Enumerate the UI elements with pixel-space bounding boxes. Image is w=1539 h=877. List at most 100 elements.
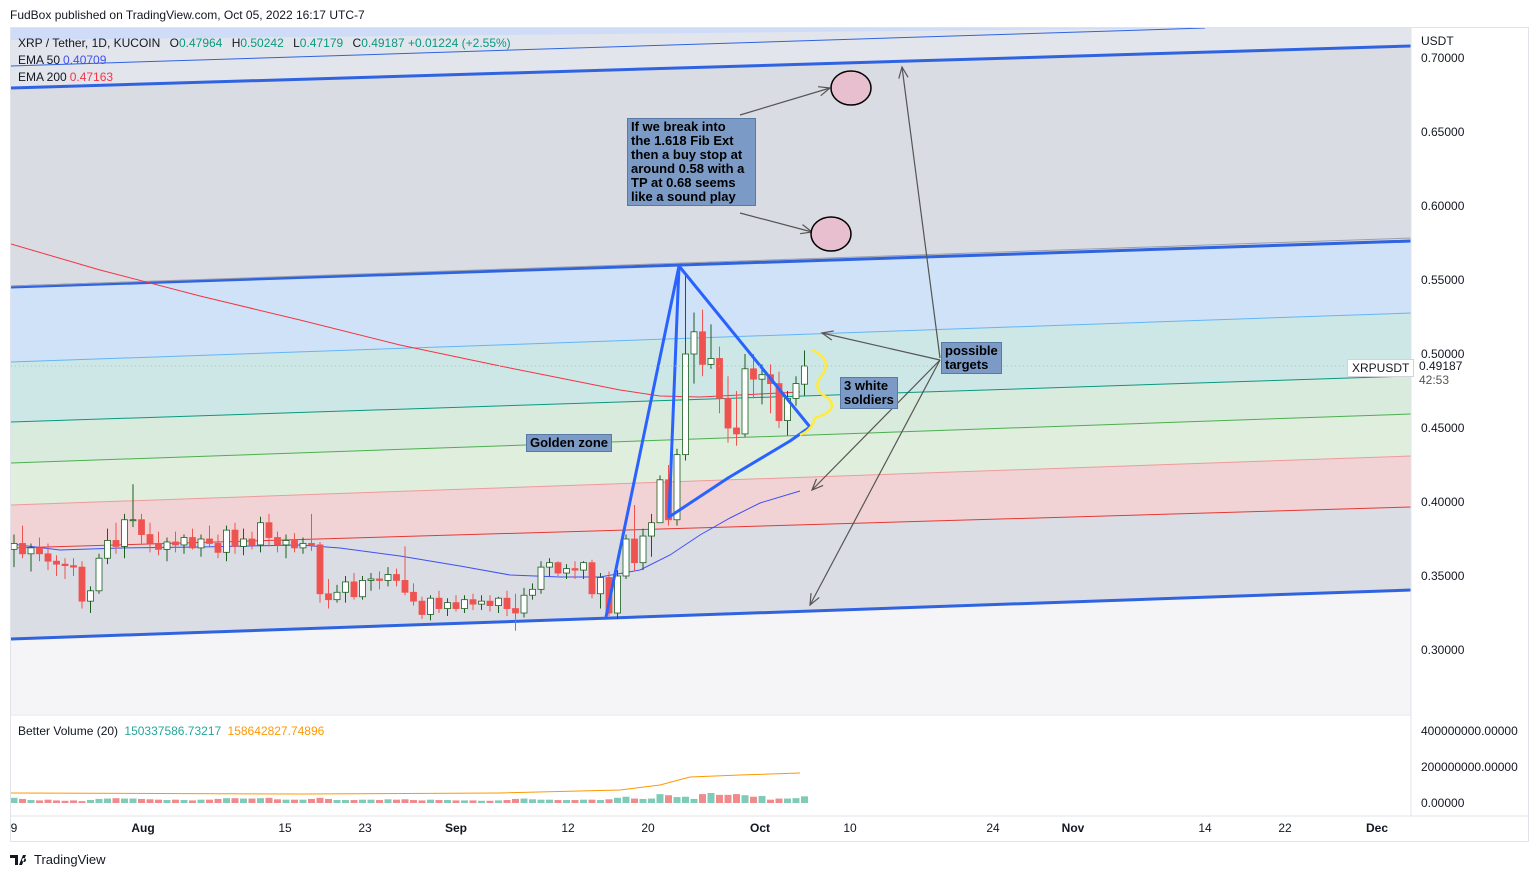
candle — [19, 525, 26, 559]
price-axis[interactable]: 0.70000 0.65000 0.60000 0.55000 0.50000 0.450… — [1421, 51, 1465, 657]
candle-body — [393, 574, 400, 581]
volume-bar — [546, 799, 553, 803]
candle-body — [452, 602, 460, 609]
candle-body — [78, 566, 86, 602]
possible-targets-note[interactable]: possible targets — [941, 342, 1002, 374]
candle-body — [529, 588, 536, 596]
close-key: C — [352, 36, 362, 50]
candle — [520, 587, 528, 618]
volume-bar — [529, 799, 536, 803]
volume-bar — [767, 799, 774, 803]
buy-stop-line-6: like a sound play — [631, 189, 736, 204]
candle-body — [733, 427, 740, 435]
candle-body — [87, 590, 94, 602]
candle — [639, 528, 647, 571]
candle-body — [308, 543, 315, 546]
candle — [716, 346, 723, 414]
candle — [316, 541, 324, 603]
volume-legend[interactable]: Better Volume (20) 150337586.73217 15864… — [18, 724, 324, 738]
candle-body — [563, 568, 570, 574]
ema50-legend[interactable]: EMA 50 0.40709 — [18, 53, 106, 67]
targets-line-1: possible — [945, 343, 998, 358]
volume-bar — [189, 800, 196, 803]
golden-zone-note[interactable]: Golden zone — [526, 434, 612, 452]
volume-bar — [367, 799, 375, 803]
fib-line-5 — [11, 455, 1411, 506]
candle-body — [741, 368, 749, 435]
volume-bar — [724, 794, 732, 803]
volume-bar — [308, 798, 315, 803]
volume-bar — [61, 800, 69, 803]
volume-bar — [11, 797, 18, 803]
candle-body — [163, 541, 171, 550]
candle — [223, 525, 230, 562]
white-soldiers-note[interactable]: 3 white soldiers — [840, 377, 898, 409]
candle — [95, 553, 103, 594]
volume-bar — [163, 800, 171, 803]
candle-body — [656, 479, 664, 524]
candle — [724, 376, 732, 443]
buy-stop-line-5: TP at 0.68 seems — [631, 175, 736, 190]
candle — [214, 534, 222, 559]
ema200-legend[interactable]: EMA 200 0.47163 — [18, 70, 113, 84]
arrow-to-target-high-shaft — [739, 87, 831, 116]
candle — [61, 558, 69, 579]
volume-tick-label: 400000000.00000 — [1421, 724, 1518, 738]
candle — [393, 568, 400, 587]
volume-bar — [665, 795, 672, 803]
candle-body — [461, 599, 468, 609]
volume-bar — [155, 799, 162, 803]
time-tick-label: Dec — [1366, 821, 1388, 835]
fib-thin-line — [11, 237, 1411, 287]
candle-body — [792, 383, 800, 399]
fib-band-4 — [11, 414, 1411, 505]
volume-bar — [503, 800, 511, 803]
volume-bar — [418, 800, 426, 803]
candle — [563, 564, 570, 579]
arrow-target-d-head — [809, 592, 820, 607]
candle — [359, 576, 366, 600]
time-tick-label: Aug — [131, 821, 154, 835]
candle — [180, 534, 188, 554]
volume-bar — [87, 800, 94, 803]
candle — [707, 324, 715, 369]
buy-stop-note[interactable]: If we break into the 1.618 Fib Ext then … — [627, 118, 756, 206]
volume-axis[interactable]: 400000000.00000 200000000.00000 0.00000 — [1421, 724, 1518, 810]
bar-countdown: 42:53 — [1419, 373, 1450, 387]
tradingview-logo[interactable]: TradingView — [10, 852, 106, 867]
candle — [682, 272, 689, 461]
volume-bar — [342, 800, 349, 803]
arrow-target-d-shaft — [809, 359, 941, 606]
targets-line-2: targets — [945, 357, 989, 372]
volume-bar — [554, 800, 562, 803]
volume-bar — [597, 800, 604, 803]
candle-body — [223, 529, 230, 553]
time-tick-label: 22 — [1278, 821, 1292, 835]
ema50-line — [11, 490, 801, 578]
volume-ma-line — [11, 772, 801, 795]
candle — [231, 522, 239, 554]
price-tick-label: 0.50000 — [1421, 347, 1465, 361]
candle-body — [520, 594, 528, 614]
candle — [401, 546, 409, 596]
candle — [452, 595, 460, 612]
candle-body — [716, 358, 723, 399]
symbol-legend[interactable]: XRP / Tether, 1D, KUCOIN O0.47964 H0.502… — [18, 36, 511, 50]
candles — [11, 272, 808, 631]
candle-body — [648, 522, 655, 537]
time-axis[interactable]: 9 Aug 15 23 Sep 12 20 Oct 10 24 Nov 14 22 Dec — [11, 821, 1389, 835]
time-tick-label: Oct — [750, 821, 770, 835]
candle — [537, 561, 545, 594]
volume-bar — [631, 798, 638, 803]
candle-body — [580, 562, 587, 571]
candle — [597, 573, 604, 609]
soldiers-line-2: soldiers — [844, 392, 894, 407]
publisher-line: FudBox published on TradingView.com, Oct… — [10, 8, 365, 22]
volume-value-2: 158642827.74896 — [227, 724, 325, 738]
arrow-target-a-head — [820, 330, 834, 341]
candle — [274, 531, 281, 553]
volume-bar — [265, 797, 273, 803]
time-tick-label: 20 — [641, 821, 655, 835]
target-circle-high — [830, 70, 872, 106]
